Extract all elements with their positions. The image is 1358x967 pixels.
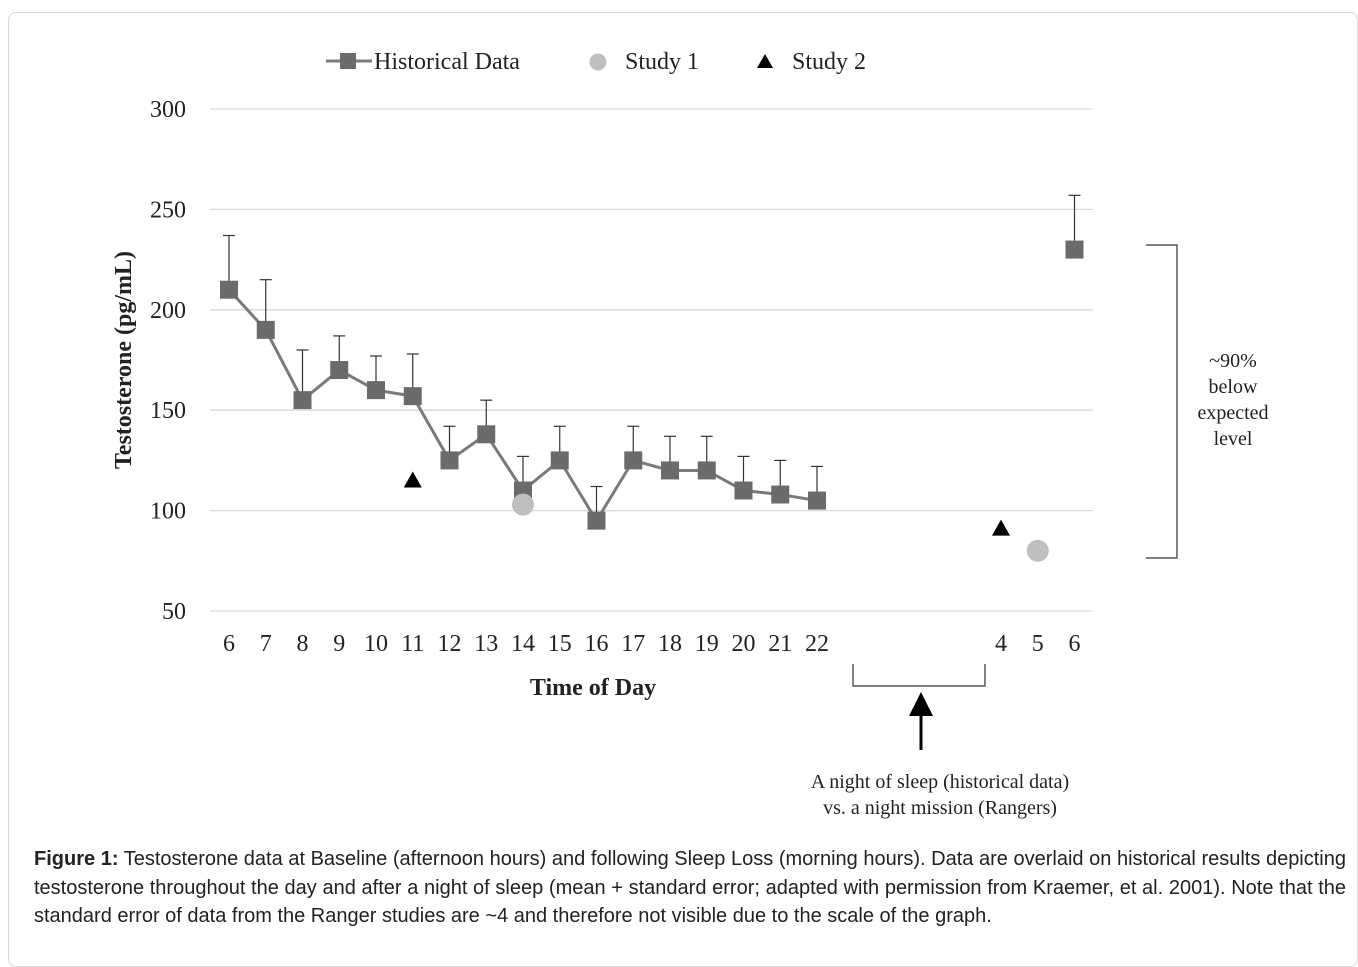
historical-data-point <box>697 461 716 480</box>
x-tick-label: 21 <box>768 631 792 657</box>
y-tick-label: 250 <box>150 197 186 223</box>
bracket-annotation: ~90% below expected level <box>1197 350 1268 450</box>
x-tick-label: 18 <box>658 631 682 657</box>
night-bracket <box>852 664 986 687</box>
legend-historical-marker <box>340 53 356 69</box>
bracket-text-line: expected <box>1197 402 1268 424</box>
y-tick-label: 300 <box>150 97 186 123</box>
x-tick-label: 17 <box>621 631 645 657</box>
historical-data-point <box>624 451 643 470</box>
caption-text: Testosterone data at Baseline (afternoon… <box>34 848 1347 927</box>
arrow-head <box>909 692 933 716</box>
x-tick-label: 11 <box>401 631 424 657</box>
historical-data-point <box>550 451 569 470</box>
legend-study1-marker <box>589 53 607 71</box>
x-tick-label: 19 <box>695 631 719 657</box>
x-tick-label: 4 <box>995 631 1007 657</box>
arrow-annotation: A night of sleep (historical data) vs. a… <box>811 771 1069 819</box>
historical-data-point <box>293 391 312 410</box>
arrow-text-line: A night of sleep (historical data) <box>811 771 1069 793</box>
x-tick-label: 5 <box>1032 631 1044 657</box>
legend-study1-label: Study 1 <box>625 49 699 75</box>
study2-point <box>992 519 1010 536</box>
historical-data-point <box>403 387 422 406</box>
y-axis-ticks: 50 100 150 200 250 300 <box>150 97 186 625</box>
gridlines <box>210 108 1093 612</box>
x-tick-label: 6 <box>223 631 235 657</box>
historical-data-point <box>771 485 790 504</box>
arrow-text-line: vs. a night mission (Rangers) <box>823 797 1057 819</box>
x-tick-label: 22 <box>805 631 829 657</box>
x-tick-label: 6 <box>1069 631 1081 657</box>
study1-point <box>1026 539 1049 562</box>
error-bars <box>223 194 1081 521</box>
bracket-text-line: ~90% <box>1209 350 1256 372</box>
figure-frame <box>8 12 1358 967</box>
x-tick-label: 16 <box>585 631 609 657</box>
x-tick-label: 9 <box>333 631 345 657</box>
x-tick-label: 14 <box>511 631 535 657</box>
y-tick-label: 50 <box>162 599 186 625</box>
historical-data-point <box>330 361 349 380</box>
historical-data-point <box>808 491 826 510</box>
level-bracket <box>1146 244 1178 559</box>
x-tick-label: 8 <box>297 631 309 657</box>
study2-point <box>403 471 422 488</box>
x-axis-ticks: 6 7 8 9 10 11 12 13 14 15 16 17 18 19 20 21 22 4 5 6 <box>223 631 1081 657</box>
y-tick-label: 100 <box>150 499 186 525</box>
y-tick-label: 200 <box>150 298 186 324</box>
bracket-text-line: below <box>1209 376 1258 398</box>
bracket-text-line: level <box>1214 428 1253 450</box>
figure-caption: Figure 1: Testosterone data at Baseline … <box>34 845 1346 931</box>
historical-data-point <box>587 511 606 530</box>
x-tick-label: 15 <box>548 631 572 657</box>
y-tick-label: 150 <box>150 398 186 424</box>
x-tick-label: 7 <box>260 631 272 657</box>
historical-data-point <box>440 451 459 470</box>
y-axis-label: Testosterone (pg/mL) <box>111 251 137 469</box>
historical-data-point <box>367 381 385 400</box>
historical-data-point <box>256 320 275 339</box>
x-tick-label: 20 <box>732 631 756 657</box>
x-tick-label: 10 <box>364 631 388 657</box>
historical-data-point <box>220 280 238 299</box>
x-axis-label: Time of Day <box>530 675 656 701</box>
caption-label: Figure 1: <box>34 848 119 870</box>
study1-point <box>512 493 534 516</box>
series-markers <box>220 240 1084 562</box>
legend: Historical Data Study 1 Study 2 <box>326 49 866 75</box>
historical-data-point <box>477 425 496 444</box>
legend-study2-marker <box>757 54 773 68</box>
historical-data-point <box>661 461 679 480</box>
historical-data-point <box>1065 240 1084 259</box>
legend-historical-label: Historical Data <box>374 49 520 75</box>
x-tick-label: 12 <box>438 631 462 657</box>
historical-data-point <box>734 481 753 500</box>
legend-study2-label: Study 2 <box>792 49 866 75</box>
x-tick-label: 13 <box>474 631 498 657</box>
